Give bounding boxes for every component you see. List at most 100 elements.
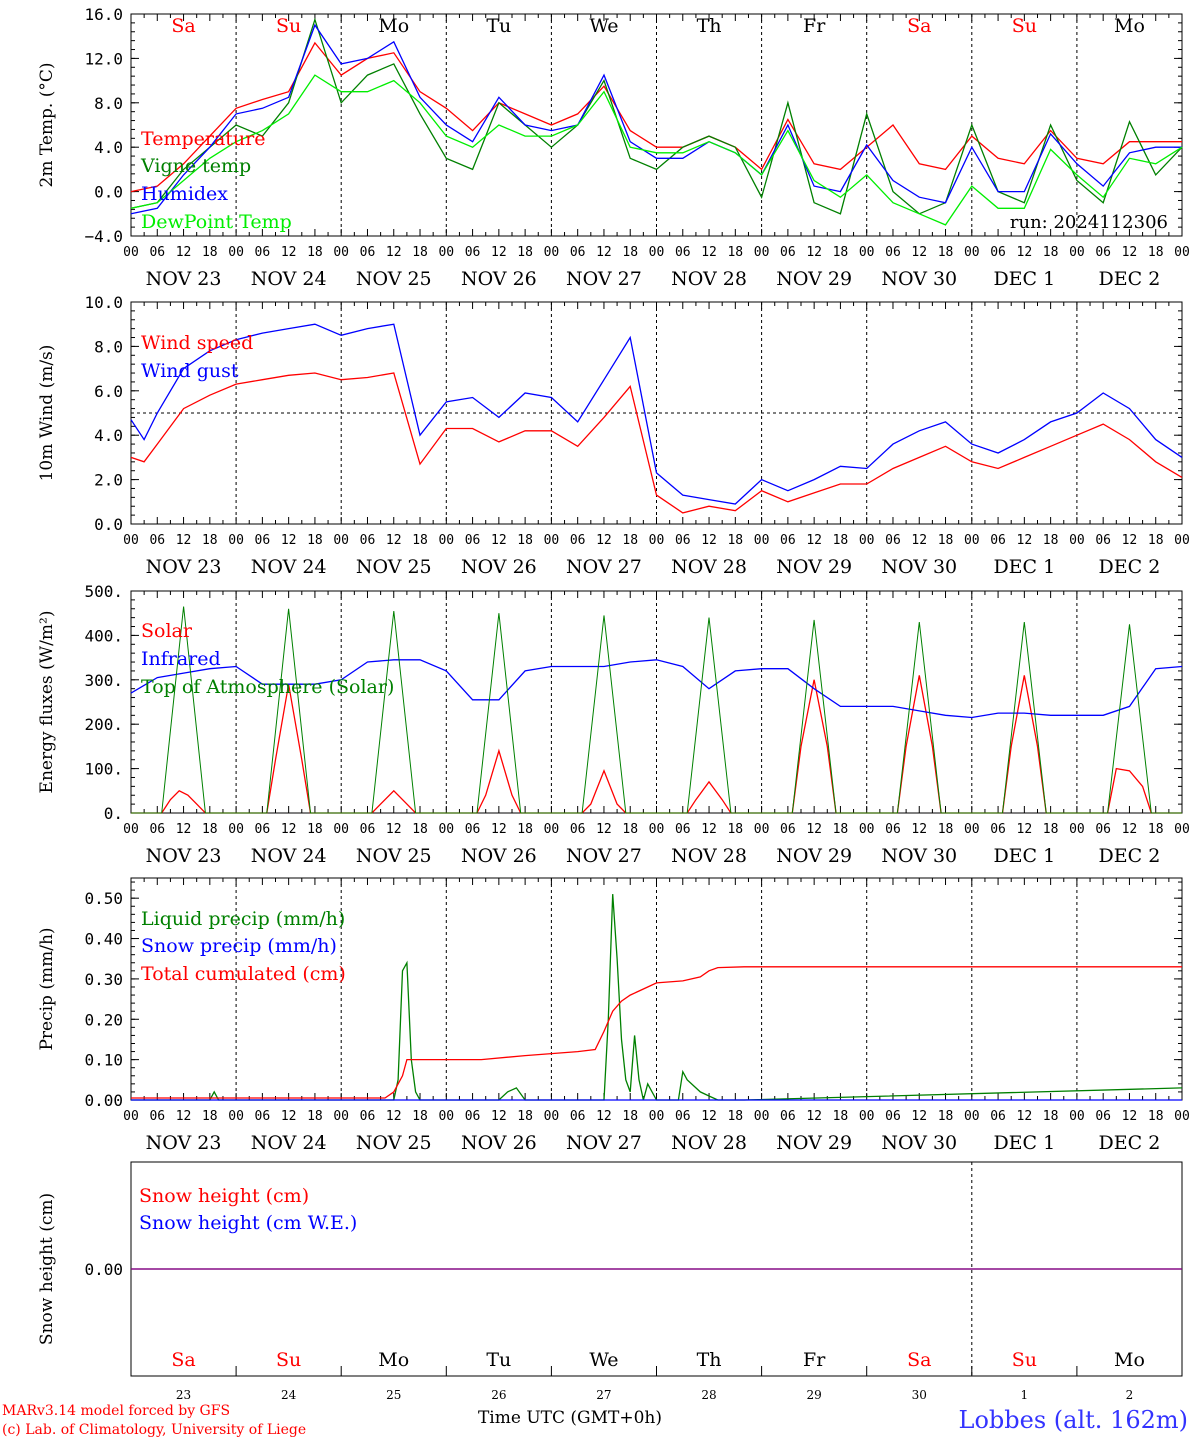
day-number-label: 30 (912, 1388, 927, 1402)
hour-tick-label: 06 (465, 533, 481, 548)
y-tick-label: 0.00 (84, 1260, 123, 1279)
hour-tick-label: 00 (754, 533, 770, 548)
hour-tick-label: 12 (701, 822, 717, 837)
series-humidex (130, 23, 1182, 215)
hour-tick-label: 12 (1122, 533, 1138, 548)
legend-entry: Total cumulated (cm) (141, 963, 346, 985)
y-tick-label: 0.0 (94, 183, 123, 202)
hour-tick-label: 12 (386, 245, 402, 260)
hour-tick-label: 18 (622, 1109, 638, 1124)
hour-tick-label: 12 (176, 533, 192, 548)
date-label: NOV 29 (776, 845, 852, 867)
hour-tick-label: 12 (806, 1109, 822, 1124)
hour-tick-label: 00 (649, 1109, 665, 1124)
y-tick-label: 500. (84, 582, 123, 601)
time-axis-label: Time UTC (GMT+0h) (478, 1408, 662, 1428)
hour-tick-label: 12 (176, 1109, 192, 1124)
hour-tick-label: 12 (386, 1109, 402, 1124)
hour-tick-label: 18 (1148, 245, 1164, 260)
date-label: NOV 26 (461, 556, 537, 578)
day-number-label: 29 (807, 1388, 822, 1402)
hour-tick-label: 12 (1122, 1109, 1138, 1124)
y-tick-label: 0. (104, 804, 123, 823)
hour-tick-label: 06 (1095, 533, 1111, 548)
hour-tick-label: 00 (333, 533, 349, 548)
hour-tick-label: 18 (412, 533, 428, 548)
hour-tick-label: 12 (1122, 245, 1138, 260)
date-label: NOV 25 (356, 268, 432, 290)
panel-precip: 0.50 0.40 0.30 0.20 0.10 0.00 Precip (mm/h) Liq… (37, 877, 1190, 1154)
hour-tick-label: 12 (596, 1109, 612, 1124)
hour-tick-label: 00 (438, 1109, 454, 1124)
date-label: NOV 29 (776, 1132, 852, 1154)
y-axis-label: 2m Temp. (°C) (37, 62, 57, 187)
hour-tick-label: 18 (202, 822, 218, 837)
legend-entry: Liquid precip (mm/h) (141, 908, 345, 930)
hour-tick-label: 00 (438, 245, 454, 260)
weekday-label: Sa (171, 15, 195, 37)
hour-tick-label: 18 (412, 245, 428, 260)
y-tick-label: 12.0 (84, 49, 123, 68)
date-label: NOV 27 (566, 1132, 642, 1154)
hour-tick-label: 18 (517, 245, 533, 260)
weekday-label: We (589, 15, 618, 37)
hour-tick-label: 18 (1148, 1109, 1164, 1124)
y-tick-label: 0.00 (84, 1091, 123, 1110)
y-tick-label: 6.0 (94, 382, 123, 401)
hour-tick-label: 06 (360, 1109, 376, 1124)
hour-tick-label: 12 (491, 822, 507, 837)
hour-tick-label: 18 (727, 1109, 743, 1124)
hour-tick-label: 18 (307, 1109, 323, 1124)
hour-tick-label: 18 (1043, 1109, 1059, 1124)
hour-tick-label: 18 (307, 245, 323, 260)
hour-tick-label: 00 (964, 533, 980, 548)
hour-tick-label: 18 (833, 245, 849, 260)
hour-tick-label: 00 (544, 533, 560, 548)
legend-entry: Infrared (141, 648, 221, 670)
panel-energy: 500. 400. 300. 200. 100. 0. Energy fluxes (W/m… (37, 582, 1190, 867)
hour-tick-label: 06 (465, 1109, 481, 1124)
date-label: DEC 1 (993, 268, 1055, 290)
y-axis-label: Precip (mm/h) (37, 927, 57, 1050)
hour-tick-label: 06 (885, 533, 901, 548)
date-label: NOV 30 (881, 268, 957, 290)
date-label: NOV 30 (881, 1132, 957, 1154)
hour-tick-label: 18 (517, 822, 533, 837)
hour-tick-label: 18 (833, 1109, 849, 1124)
hour-tick-label: 06 (465, 245, 481, 260)
hour-tick-label: 12 (911, 245, 927, 260)
legend-entry: Solar (141, 620, 193, 642)
hour-tick-label: 18 (833, 533, 849, 548)
y-tick-label: 400. (84, 626, 123, 645)
y-tick-label: 0.30 (84, 970, 123, 989)
hour-tick-label: 18 (727, 533, 743, 548)
hour-tick-label: 06 (1095, 245, 1111, 260)
date-label: NOV 27 (566, 845, 642, 867)
series-total-cumulated-cm (131, 966, 1182, 1099)
hour-tick-label: 00 (544, 1109, 560, 1124)
hour-tick-label: 00 (123, 245, 139, 260)
hour-tick-label: 12 (701, 533, 717, 548)
y-tick-label: 10.0 (84, 293, 123, 312)
hour-tick-label: 18 (1043, 533, 1059, 548)
hour-tick-label: 12 (806, 822, 822, 837)
hour-tick-label: 06 (990, 822, 1006, 837)
weekday-label: Fr (803, 1349, 826, 1371)
hour-tick-label: 00 (1069, 533, 1085, 548)
hour-tick-label: 12 (176, 822, 192, 837)
date-label: NOV 24 (251, 1132, 327, 1154)
date-label: NOV 24 (251, 556, 327, 578)
station-name: Lobbes (alt. 162m) (959, 1406, 1188, 1434)
hour-tick-label: 00 (228, 245, 244, 260)
footer: MARv3.14 model forced by GFS (c) Lab. of… (2, 1403, 1188, 1438)
y-tick-label: 16.0 (84, 5, 123, 24)
day-number-label: 27 (596, 1388, 611, 1402)
day-number-label: 23 (176, 1388, 191, 1402)
hour-tick-label: 06 (149, 822, 165, 837)
hour-tick-label: 06 (675, 533, 691, 548)
date-label: NOV 28 (671, 556, 747, 578)
hour-tick-label: 18 (938, 533, 954, 548)
hour-tick-label: 12 (911, 822, 927, 837)
hour-tick-label: 00 (859, 533, 875, 548)
